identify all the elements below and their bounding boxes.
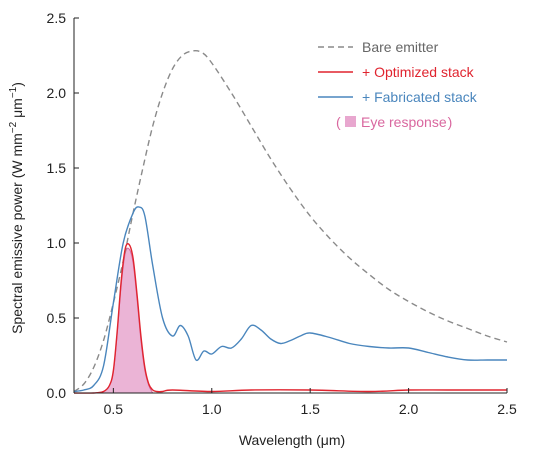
x-tick-label: 1.5 xyxy=(300,401,320,417)
y-tick-label: 2.0 xyxy=(47,85,67,101)
x-axis-label: Wavelength (μm) xyxy=(239,432,345,448)
x-tick-label: 1.0 xyxy=(202,401,222,417)
y-axis-label-sup: −2 xyxy=(8,121,19,133)
y-axis-label-sup: −1 xyxy=(8,86,19,98)
y-axis-label-part: μm xyxy=(9,98,25,122)
y-axis-label-part: ) xyxy=(9,82,25,87)
y-tick-label: 2.5 xyxy=(47,10,67,26)
x-tick-label: 2.0 xyxy=(399,401,419,417)
legend-paren-open: ( xyxy=(336,114,341,130)
y-tick-label: 1.5 xyxy=(47,160,67,176)
legend-label-optimized-stack: + Optimized stack xyxy=(362,64,475,80)
y-tick-label: 0.0 xyxy=(47,385,67,401)
legend-label-bare-emitter: Bare emitter xyxy=(362,39,439,55)
legend-label-eye-response: Eye response xyxy=(361,114,447,130)
x-tick-label: 2.5 xyxy=(497,401,517,417)
y-axis-label: Spectral emissive power (W mm−2 μm−1) xyxy=(8,82,25,334)
legend-paren-close: ) xyxy=(448,114,453,130)
legend-swatch-eye-response xyxy=(345,116,356,127)
y-axis-label-part: Spectral emissive power (W mm xyxy=(9,133,25,334)
y-tick-label: 0.5 xyxy=(47,310,67,326)
x-tick-label: 0.5 xyxy=(104,401,124,417)
y-tick-label: 1.0 xyxy=(47,235,67,251)
legend-label-fabricated-stack: + Fabricated stack xyxy=(362,89,478,105)
